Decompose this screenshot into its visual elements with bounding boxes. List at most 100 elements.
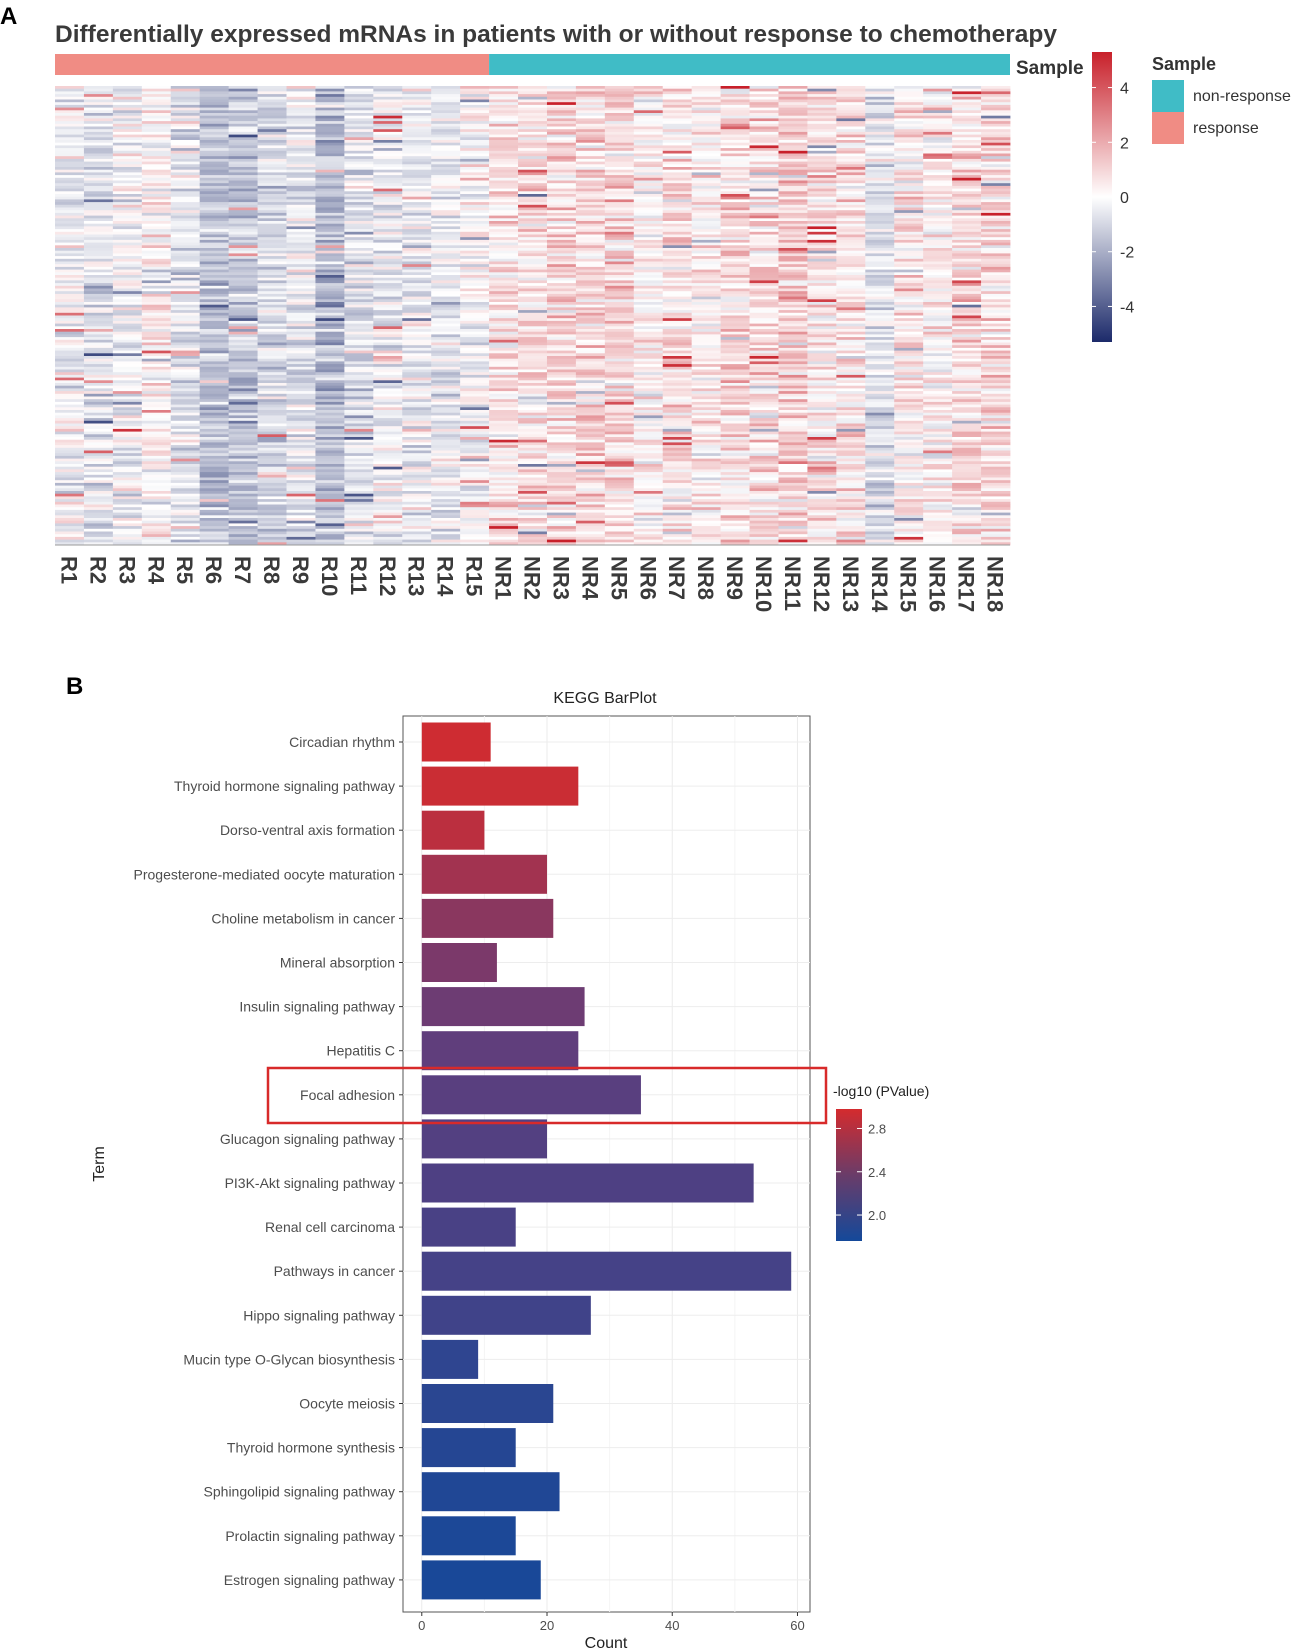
heatmap-cell <box>720 229 750 233</box>
heatmap-cell <box>662 320 693 324</box>
heatmap-cell <box>257 520 287 524</box>
heatmap-cell <box>575 420 606 424</box>
heatmap-cell <box>228 293 258 297</box>
heatmap-cell <box>749 361 779 365</box>
heatmap-cell <box>691 234 722 238</box>
heatmap-cell <box>546 447 577 451</box>
heatmap-cell <box>344 331 374 335</box>
heatmap-cell <box>575 212 606 216</box>
heatmap-cell <box>807 534 837 538</box>
heatmap-cell <box>546 291 577 295</box>
heatmap-cell <box>460 104 490 108</box>
heatmap-cell <box>807 172 837 176</box>
heatmap-cell <box>489 226 519 230</box>
heatmap-cell <box>575 185 606 189</box>
heatmap-cell <box>199 509 230 513</box>
heatmap-cell <box>83 480 114 484</box>
heatmap-cell <box>691 202 722 206</box>
heatmap-cell <box>402 445 432 449</box>
heatmap-cell <box>691 466 722 470</box>
heatmap-cell <box>865 482 895 486</box>
heatmap-cell <box>778 488 808 492</box>
heatmap-cell <box>460 347 490 351</box>
heatmap-cell <box>518 536 548 540</box>
heatmap-cell <box>344 447 374 451</box>
heatmap-cell <box>836 99 866 103</box>
heatmap-cell <box>546 204 577 208</box>
heatmap-cell <box>402 504 432 508</box>
heatmap-cell <box>575 469 606 473</box>
heatmap-cell <box>460 337 490 341</box>
heatmap-cell <box>633 153 664 157</box>
heatmap-cell <box>141 194 172 198</box>
heatmap-cell <box>170 385 201 389</box>
heatmap-cell <box>836 158 866 162</box>
heatmap-cell <box>720 482 750 486</box>
heatmap-cell <box>228 248 258 252</box>
heatmap-cell <box>894 99 924 103</box>
heatmap-cell <box>112 304 143 308</box>
heatmap-cell <box>83 347 114 351</box>
heatmap-cell <box>836 329 866 333</box>
heatmap-cell <box>344 145 374 149</box>
heatmap-cell <box>460 202 490 206</box>
heatmap-cell <box>662 404 693 408</box>
heatmap-cell <box>518 102 548 106</box>
heatmap-cell <box>865 137 895 141</box>
heatmap-cell <box>807 366 837 370</box>
heatmap-cell <box>604 264 635 268</box>
heatmap-cell <box>431 264 461 268</box>
heatmap-cell <box>199 455 230 459</box>
heatmap-cell <box>228 180 258 184</box>
heatmap-cell <box>83 256 114 260</box>
heatmap-cell <box>228 207 258 211</box>
heatmap-cell <box>431 407 461 411</box>
heatmap-cell <box>662 156 693 160</box>
heatmap-cell <box>865 410 895 414</box>
heatmap-cell <box>170 96 201 100</box>
heatmap-cell <box>141 329 172 333</box>
heatmap-cell <box>431 91 461 95</box>
heatmap-cell <box>604 218 635 222</box>
heatmap-cell <box>662 291 693 295</box>
heatmap-cell <box>170 199 201 203</box>
heatmap-cell <box>199 312 230 316</box>
heatmap-cell <box>257 88 287 92</box>
heatmap-cell <box>489 204 519 208</box>
heatmap-cell <box>836 94 866 98</box>
heatmap-cell <box>836 385 866 389</box>
heatmap-cell <box>662 455 693 459</box>
heatmap-cell <box>518 96 548 100</box>
heatmap-cell <box>865 231 895 235</box>
heatmap-cell <box>518 361 548 365</box>
heatmap-cell <box>170 536 201 540</box>
heatmap-cell <box>170 302 201 306</box>
heatmap-cell <box>373 145 403 149</box>
heatmap-cell <box>749 339 779 343</box>
heatmap-cell <box>141 539 172 543</box>
heatmap-cell <box>489 296 519 300</box>
heatmap-cell <box>807 285 837 289</box>
heatmap-cell <box>691 358 722 362</box>
heatmap-cell <box>604 350 635 354</box>
heatmap-cell <box>865 180 895 184</box>
heatmap-cell <box>55 315 85 319</box>
heatmap-cell <box>344 474 374 478</box>
heatmap-cell <box>55 148 85 152</box>
heatmap-cell <box>836 86 866 90</box>
heatmap-cell <box>170 215 201 219</box>
heatmap-cell <box>344 391 374 395</box>
heatmap-cell <box>141 437 172 441</box>
heatmap-cell <box>662 140 693 144</box>
heatmap-cell <box>228 415 258 419</box>
heatmap-cell <box>518 248 548 252</box>
heatmap-cell <box>460 482 490 486</box>
heatmap-cell <box>691 121 722 125</box>
heatmap-cell <box>431 423 461 427</box>
heatmap-cell <box>55 526 85 530</box>
heatmap-cell <box>546 269 577 273</box>
heatmap-cell <box>489 199 519 203</box>
heatmap-cell <box>402 183 432 187</box>
heatmap-cell <box>489 461 519 465</box>
heatmap-cell <box>257 518 287 522</box>
